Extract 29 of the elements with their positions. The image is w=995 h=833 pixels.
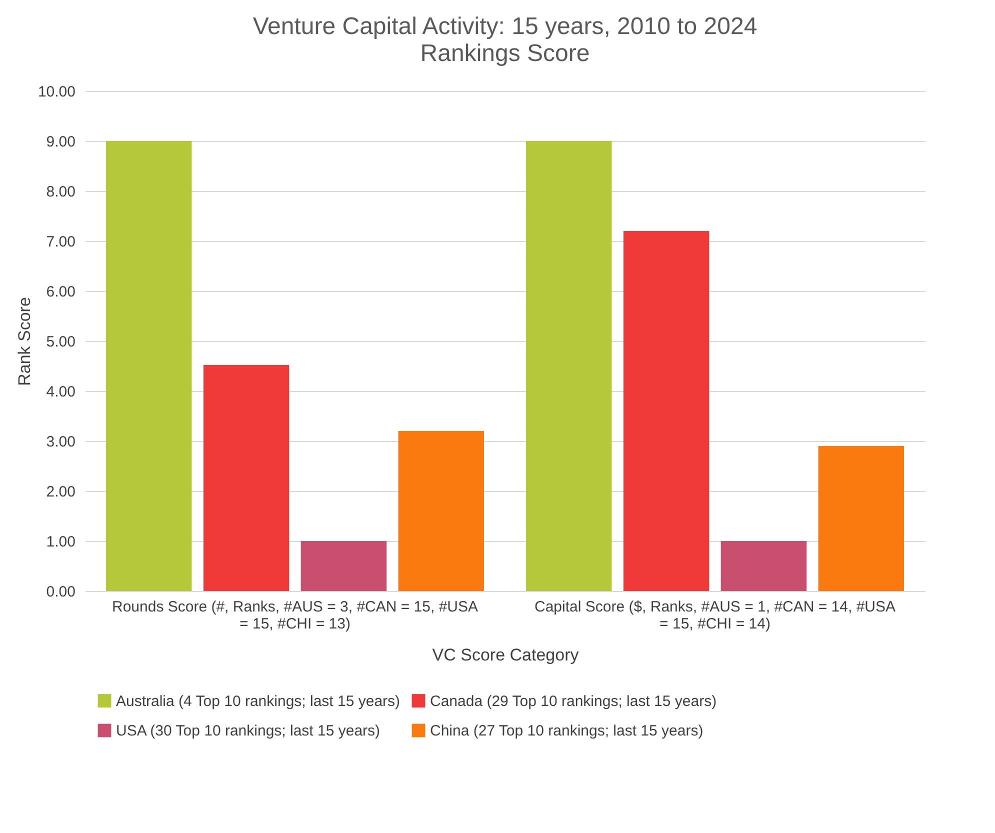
bar (623, 231, 710, 591)
y-tick-label: 6.00 (46, 284, 76, 300)
bar (526, 141, 612, 591)
y-tick-label: 3.00 (46, 434, 76, 450)
x-tick-label: Rounds Score (#, Ranks, #AUS = 3, #CAN = 15, #USA = 15, #CHI = 13) (112, 598, 478, 632)
x-axis-title: VC Score Category (432, 646, 580, 664)
chart-subtitle: Rankings Score (420, 40, 590, 67)
chart-title: Venture Capital Activity: 15 years, 2010 to 2024 (252, 13, 758, 40)
y-tick-label: 0.00 (46, 584, 76, 600)
legend-label: China (27 Top 10 rankings; last 15 years) (430, 722, 704, 740)
bar (203, 365, 290, 591)
y-tick-label: 7.00 (46, 234, 76, 250)
bar (300, 541, 387, 591)
y-tick-label: 1.00 (46, 534, 76, 550)
y-axis-title: Rank Score (14, 297, 34, 386)
y-tick-label: 10.00 (38, 84, 76, 100)
y-tick-label: 2.00 (46, 484, 76, 500)
bar (818, 446, 904, 591)
y-tick-label: 5.00 (46, 334, 76, 350)
legend-label: USA (30 Top 10 rankings; last 15 years) (116, 722, 380, 740)
bar (720, 541, 807, 591)
x-tick-label: Capital Score ($, Ranks, #AUS = 1, #CAN = 14, #USA = 15, #CHI = 14) (534, 598, 896, 632)
bar (106, 141, 192, 591)
legend-label: Canada (29 Top 10 rankings; last 15 years) (430, 692, 717, 710)
bar (398, 431, 484, 591)
y-tick-label: 9.00 (46, 134, 76, 150)
legend-label: Australia (4 Top 10 rankings; last 15 years) (116, 692, 400, 710)
y-tick-label: 4.00 (46, 384, 76, 400)
y-tick-label: 8.00 (46, 184, 76, 200)
